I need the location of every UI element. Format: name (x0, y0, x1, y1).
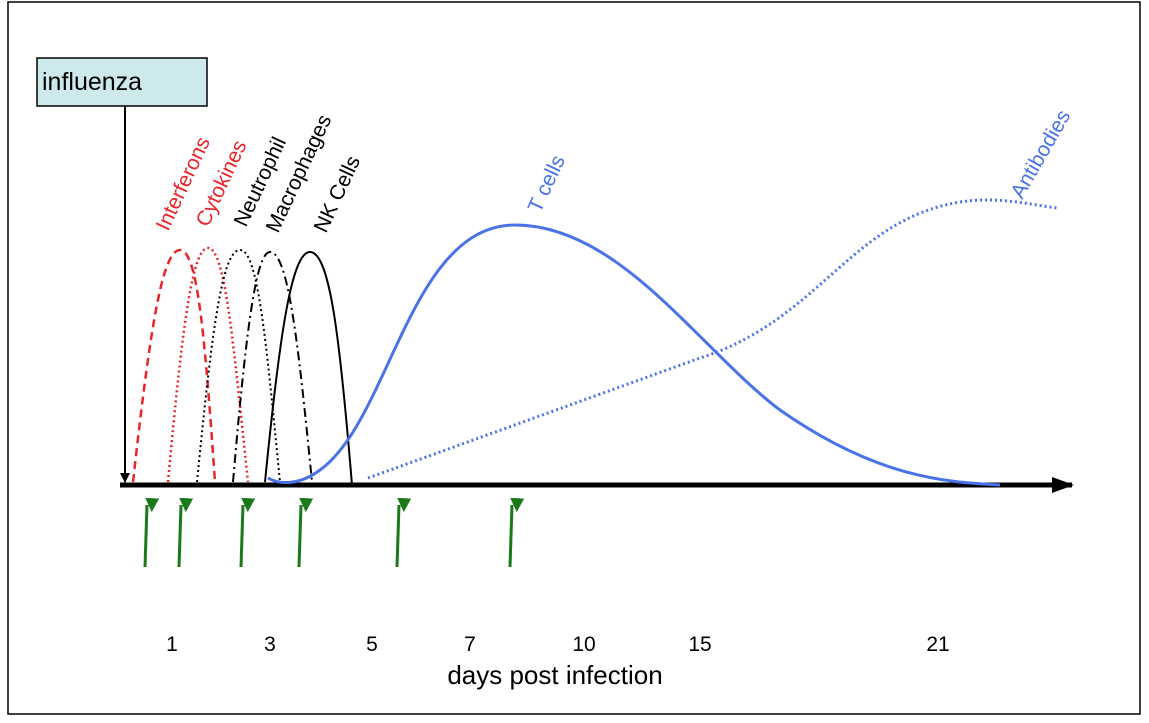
sampling-arrows (143, 497, 525, 568)
trigger-box (36, 57, 208, 107)
day-label: 15 (688, 633, 711, 656)
neutrophil-curve (196, 248, 281, 483)
trigger-label: influenza (42, 68, 142, 96)
interferons-curve (131, 248, 217, 483)
green-arrow (143, 497, 160, 568)
green-arrow (395, 497, 412, 568)
x-axis-label: days post infection (447, 660, 662, 690)
green-arrow (508, 497, 525, 568)
day-label: 7 (464, 633, 476, 656)
day-label: 5 (366, 633, 378, 656)
green-arrow (297, 497, 314, 568)
day-label: 21 (926, 633, 949, 656)
nk-cells-curve (264, 250, 353, 486)
cytokines-curve (166, 246, 250, 483)
antibodies-curve (367, 198, 1059, 480)
day-label: 1 (166, 633, 178, 656)
day-label: 3 (264, 633, 276, 656)
t-cells-curve (267, 223, 1001, 487)
macrophages-curve (232, 250, 313, 483)
green-arrow (177, 497, 194, 568)
frame (7, 1, 1141, 715)
green-arrow (239, 497, 256, 568)
day-label: 10 (572, 633, 595, 656)
